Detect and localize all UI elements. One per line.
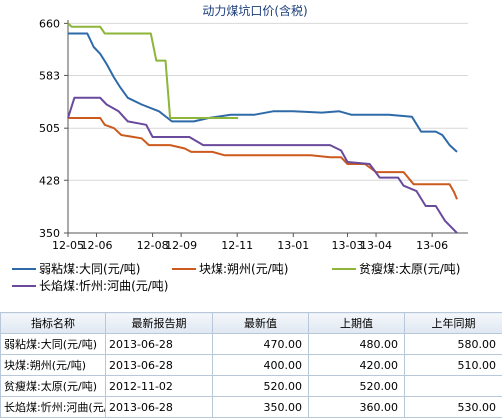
x-tick-label: 13-06 [416,239,448,252]
series-line-hequ [68,98,457,233]
cell-indicator-name: 长焰煤:忻州:河曲(元/吨) [1,397,106,418]
legend-item-shuozhou: 块煤:朔州(元/吨) [172,260,288,277]
legend-swatch-shuozhou [172,268,196,270]
cell-latest-value: 470.00 [213,334,309,355]
header-year-ago: 上年同期 [405,313,502,334]
x-tick-label: 12-08 [137,239,169,252]
y-tick-label: 428 [39,174,60,187]
header-previous-value: 上期值 [309,313,405,334]
cell-year-ago: 510.00 [405,355,502,376]
x-tick-label: 13-04 [360,239,392,252]
cell-indicator-name: 块煤:朔州(元/吨) [1,355,106,376]
cell-previous-value: 360.00 [309,397,405,418]
table-row: 贫瘦煤:太原(元/吨) 2012-11-02 520.00 520.00 [1,376,502,397]
y-tick-label: 660 [39,17,60,30]
cell-previous-value: 480.00 [309,334,405,355]
legend-item-hequ: 长焰煤:忻州:河曲(元/吨) [12,277,169,294]
cell-latest-value: 520.00 [213,376,309,397]
legend-item-datong: 弱粘煤:大同(元/吨) [12,260,140,277]
header-indicator-name: 指标名称 [1,313,106,334]
cell-indicator-name: 弱粘煤:大同(元/吨) [1,334,106,355]
series-line-taiyuan [68,23,238,118]
x-tick-label: 12-05 [52,239,84,252]
legend-swatch-datong [12,268,36,270]
x-tick-label: 12-06 [81,239,113,252]
x-tick-label: 13-03 [332,239,364,252]
legend-item-taiyuan: 贫瘦煤:太原(元/吨) [332,260,460,277]
legend-label-shuozhou: 块煤:朔州(元/吨) [199,260,288,277]
series-line-shuozhou [68,118,457,199]
x-tick-label: 13-01 [277,239,309,252]
cell-year-ago [405,376,502,397]
cell-indicator-name: 贫瘦煤:太原(元/吨) [1,376,106,397]
table-row: 块煤:朔州(元/吨) 2013-06-28 400.00 420.00 510.… [1,355,502,376]
cell-previous-value: 420.00 [309,355,405,376]
legend-label-hequ: 长焰煤:忻州:河曲(元/吨) [39,277,169,294]
chart-title: 动力煤坑口价(含税) [202,3,307,18]
table-row: 弱粘煤:大同(元/吨) 2013-06-28 470.00 480.00 580… [1,334,502,355]
table-row: 长焰煤:忻州:河曲(元/吨) 2013-06-28 350.00 360.00 … [1,397,502,418]
series-line-datong [68,34,457,152]
header-latest-value: 最新值 [213,313,309,334]
cell-previous-value: 520.00 [309,376,405,397]
legend-swatch-taiyuan [332,268,356,270]
x-tick-label: 12-09 [165,239,197,252]
cell-latest-value: 350.00 [213,397,309,418]
cell-latest-period: 2012-11-02 [106,376,213,397]
cell-latest-period: 2013-06-28 [106,355,213,376]
grid-lines [68,23,468,180]
legend-label-datong: 弱粘煤:大同(元/吨) [39,260,140,277]
cell-year-ago: 580.00 [405,334,502,355]
cell-latest-period: 2013-06-28 [106,334,213,355]
cell-latest-value: 400.00 [213,355,309,376]
data-table: 指标名称 最新报告期 最新值 上期值 上年同期 弱粘煤:大同(元/吨) 2013… [0,312,502,418]
x-tick-label: 12-11 [221,239,253,252]
table-header-row: 指标名称 最新报告期 最新值 上期值 上年同期 [1,313,502,334]
y-tick-label: 505 [39,122,60,135]
legend-swatch-hequ [12,285,36,287]
cell-year-ago: 530.00 [405,397,502,418]
cell-latest-period: 2013-06-28 [106,397,213,418]
y-tick-label: 583 [39,69,60,82]
header-latest-period: 最新报告期 [106,313,213,334]
legend-label-taiyuan: 贫瘦煤:太原(元/吨) [359,260,460,277]
